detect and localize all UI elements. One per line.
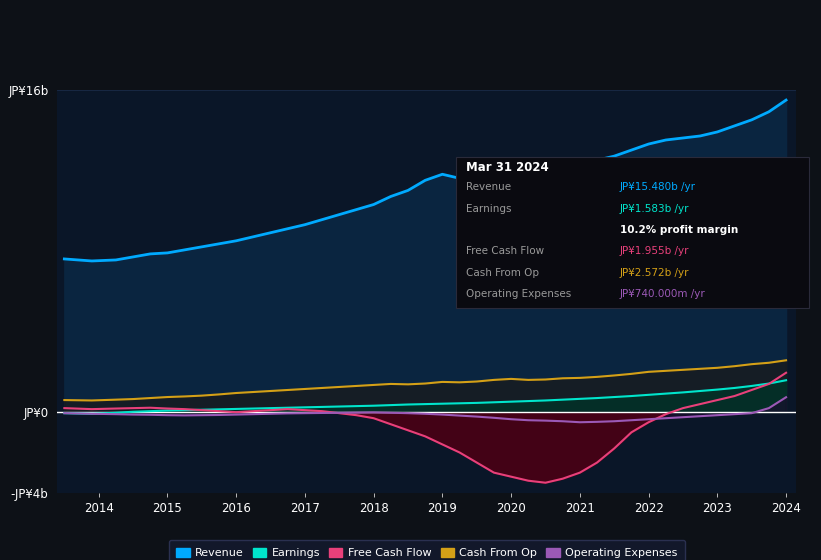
Text: JP¥740.000m /yr: JP¥740.000m /yr bbox=[620, 289, 705, 299]
Text: JP¥1.955b /yr: JP¥1.955b /yr bbox=[620, 246, 690, 256]
Text: 10.2% profit margin: 10.2% profit margin bbox=[620, 225, 738, 235]
Text: JP¥1.583b /yr: JP¥1.583b /yr bbox=[620, 204, 690, 214]
Text: JP¥2.572b /yr: JP¥2.572b /yr bbox=[620, 268, 690, 278]
Text: Operating Expenses: Operating Expenses bbox=[466, 289, 571, 299]
Text: Mar 31 2024: Mar 31 2024 bbox=[466, 161, 548, 174]
Text: Free Cash Flow: Free Cash Flow bbox=[466, 246, 544, 256]
Text: Cash From Op: Cash From Op bbox=[466, 268, 539, 278]
Text: Revenue: Revenue bbox=[466, 183, 511, 193]
Text: JP¥15.480b /yr: JP¥15.480b /yr bbox=[620, 183, 696, 193]
Text: Earnings: Earnings bbox=[466, 204, 511, 214]
Legend: Revenue, Earnings, Free Cash Flow, Cash From Op, Operating Expenses: Revenue, Earnings, Free Cash Flow, Cash … bbox=[168, 540, 686, 560]
